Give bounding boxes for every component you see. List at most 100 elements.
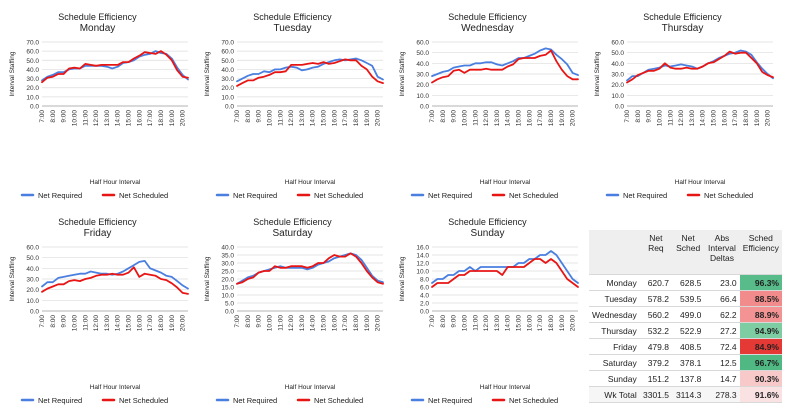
series-line-net-scheduled xyxy=(431,49,579,84)
x-tick-label: 20:00 xyxy=(765,110,772,127)
x-tick-label: 12:00 xyxy=(483,315,490,332)
x-tick-label: 15:00 xyxy=(126,315,133,332)
chart-title: Schedule Efficiency xyxy=(448,12,527,22)
series-line-net-required xyxy=(626,49,774,82)
line-chart-friday: 0.010.020.030.040.050.060.07:00 8:00 9:00 1… xyxy=(9,245,189,405)
x-tick-label: 14:00 xyxy=(700,110,707,127)
y-tick-label: 2.0 xyxy=(420,301,429,308)
net-sched-cell: 378.1 xyxy=(671,354,705,371)
x-tick-label: 7:00 xyxy=(234,110,241,123)
y-tick-label: 0.0 xyxy=(225,309,234,316)
x-tick-label: 7:00 xyxy=(624,110,631,123)
y-tick-label: 50.0 xyxy=(26,255,39,262)
x-tick-label: 14:00 xyxy=(115,315,122,332)
series-line-net-required xyxy=(431,47,579,77)
chart-subtitle: Wednesday xyxy=(461,23,514,34)
legend-label: Net Scheduled xyxy=(119,191,168,200)
x-tick-label: 18:00 xyxy=(353,110,360,127)
net-req-cell: 578.2 xyxy=(639,290,672,307)
y-tick-label: 40.0 xyxy=(611,61,624,68)
series-line-net-scheduled xyxy=(431,258,579,288)
y-tick-label: 15.0 xyxy=(221,285,234,292)
y-tick-label: 60.0 xyxy=(611,40,624,47)
x-tick-label: 16:00 xyxy=(721,110,728,127)
delta-cell: 23.0 xyxy=(704,274,740,291)
x-tick-label: 14:00 xyxy=(115,110,122,127)
y-tick-label: 0.0 xyxy=(615,104,624,111)
x-tick-label: 20:00 xyxy=(375,315,382,332)
net-sched-cell: 539.5 xyxy=(671,290,705,307)
y-tick-label: 40.0 xyxy=(221,67,234,74)
x-tick-label: 9:00 xyxy=(256,315,263,328)
y-tick-label: 0.0 xyxy=(30,104,39,111)
legend-label: Net Required xyxy=(428,396,472,405)
delta-cell: 12.5 xyxy=(704,354,740,371)
series-line-net-scheduled xyxy=(41,266,189,295)
table-row: Tuesday 578.2 539.5 66.4 88.5% xyxy=(589,290,782,307)
x-tick-label: 10:00 xyxy=(266,315,273,332)
x-tick-label: 12:00 xyxy=(93,315,100,332)
line-chart-thursday: 0.010.020.030.040.050.060.07:00 8:00 9:00 1… xyxy=(594,40,774,200)
efficiency-cell: 88.9% xyxy=(739,306,782,323)
y-tick-label: 16.0 xyxy=(416,245,429,252)
y-tick-label: 30.0 xyxy=(221,261,234,268)
y-axis-title: Interval Staffing xyxy=(9,256,16,301)
x-tick-label: 13:00 xyxy=(104,315,111,332)
x-tick-label: 7:00 xyxy=(234,315,241,328)
x-tick-label: 13:00 xyxy=(299,315,306,332)
table-row: Sunday 151.2 137.8 14.7 90.3% xyxy=(589,370,782,387)
y-axis-title: Interval Staffing xyxy=(594,51,601,96)
line-chart-sunday: 0.02.04.06.08.010.012.014.016.0 7:00 8:00 9… xyxy=(399,245,579,405)
x-tick-label: 20:00 xyxy=(180,315,187,332)
x-tick-label: 16:00 xyxy=(331,315,338,332)
x-tick-label: 17:00 xyxy=(537,110,544,127)
y-tick-label: 60.0 xyxy=(26,49,39,56)
y-tick-label: 40.0 xyxy=(416,61,429,68)
x-tick-label: 14:00 xyxy=(310,315,317,332)
x-tick-label: 14:00 xyxy=(505,315,512,332)
y-tick-label: 10.0 xyxy=(26,94,39,101)
chart-title: Schedule Efficiency xyxy=(448,217,527,227)
chart-title: Schedule Efficiency xyxy=(643,12,722,22)
table-header-cell: Sched Efficiency xyxy=(739,230,782,275)
chart-panel: Schedule Efficiency Sunday 0.0 2.0 4.0 6.0 8… xyxy=(390,205,585,410)
y-tick-label: 30.0 xyxy=(26,277,39,284)
x-tick-label: 10:00 xyxy=(266,110,273,127)
legend-label: Net Scheduled xyxy=(509,396,558,405)
y-tick-label: 60.0 xyxy=(416,40,429,47)
series-line-net-scheduled xyxy=(236,252,384,285)
chart-panel: Schedule Efficiency Monday 0.0 10.0 20.0 30… xyxy=(0,0,195,205)
y-tick-label: 8.0 xyxy=(420,277,429,284)
net-req-cell: 3301.5 xyxy=(639,386,672,403)
y-tick-label: 20.0 xyxy=(221,85,234,92)
x-axis-title: Half Hour Interval xyxy=(480,384,531,391)
x-tick-label: 13:00 xyxy=(104,110,111,127)
table-row: Saturday 379.2 378.1 12.5 96.7% xyxy=(589,354,782,371)
x-tick-label: 14:00 xyxy=(310,110,317,127)
chart-title: Schedule Efficiency xyxy=(58,217,137,227)
x-tick-label: 18:00 xyxy=(158,110,165,127)
x-tick-label: 9:00 xyxy=(451,110,458,123)
table-row: Wednesday 560.2 499.0 62.2 88.9% xyxy=(589,306,782,323)
legend-label: Net Scheduled xyxy=(314,191,363,200)
chart-title: Schedule Efficiency xyxy=(253,12,332,22)
table-header-cell xyxy=(589,230,640,275)
y-axis-title: Interval Staffing xyxy=(399,256,406,301)
x-tick-label: 10:00 xyxy=(461,315,468,332)
chart-subtitle: Tuesday xyxy=(273,23,312,34)
legend-label: Net Required xyxy=(38,396,82,405)
x-tick-label: 8:00 xyxy=(50,315,57,328)
net-req-cell: 560.2 xyxy=(639,306,672,323)
day-cell: Thursday xyxy=(589,322,640,339)
y-tick-label: 0.0 xyxy=(30,309,39,316)
x-tick-label: 16:00 xyxy=(136,315,143,332)
x-tick-label: 11:00 xyxy=(82,110,89,126)
x-tick-label: 13:00 xyxy=(299,110,306,127)
x-tick-label: 7:00 xyxy=(429,110,436,123)
x-tick-label: 15:00 xyxy=(126,110,133,127)
legend-label: Net Required xyxy=(233,191,277,200)
x-tick-label: 7:00 xyxy=(39,315,46,328)
x-tick-label: 12:00 xyxy=(288,110,295,127)
series-line-net-required xyxy=(431,250,579,284)
x-tick-label: 9:00 xyxy=(61,110,68,123)
